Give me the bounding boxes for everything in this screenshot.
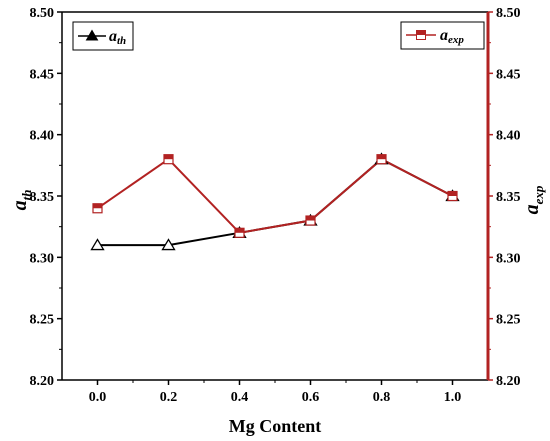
x-tick-label: 1.0 xyxy=(444,390,462,405)
legend-right-marker-fill xyxy=(416,30,426,35)
y-axis-right: 8.20 8.25 8.30 8.35 8.40 8.45 8.50 xyxy=(488,6,521,389)
y-right-tick-label: 8.25 xyxy=(496,313,521,328)
y-left-tick-label: 8.40 xyxy=(30,129,55,144)
y-left-title-sub: th xyxy=(19,190,34,201)
series-a-th-point xyxy=(90,238,105,251)
y-right-tick-label: 8.40 xyxy=(496,129,521,144)
series-a-exp-point-fill xyxy=(306,216,315,221)
x-tick-label: 0.2 xyxy=(160,390,178,405)
y-right-tick-label: 8.45 xyxy=(496,67,521,82)
y-left-tick-label: 8.35 xyxy=(30,190,55,205)
legend-left: ath xyxy=(72,21,134,51)
y-left-title-base: a xyxy=(9,200,31,210)
y-left-tick-label: 8.50 xyxy=(30,6,55,21)
x-tick-label: 0.8 xyxy=(373,390,391,405)
x-axis: 0.0 0.2 0.4 0.6 0.8 1.0 xyxy=(89,380,462,405)
series-a-exp-point-fill xyxy=(235,228,244,233)
y-right-title-sub: exp xyxy=(531,185,546,204)
y-right-axis-title: aexp xyxy=(521,185,546,214)
x-tick-label: 0.4 xyxy=(231,390,249,405)
y-right-tick-label: 8.30 xyxy=(496,251,521,266)
y-left-tick-label: 8.30 xyxy=(30,251,55,266)
legend-right-label: aexp xyxy=(440,27,464,46)
legend-right: aexp xyxy=(400,21,485,50)
series-a-exp-point-fill xyxy=(448,191,457,196)
legend-left-label: ath xyxy=(109,28,126,47)
x-axis-title: Mg Content xyxy=(229,416,322,436)
y-right-tick-label: 8.20 xyxy=(496,374,521,389)
y-axis-left: 8.20 8.25 8.30 8.35 8.40 8.45 8.50 xyxy=(30,6,62,389)
series-a-exp-point-fill xyxy=(93,203,102,209)
y-right-tick-label: 8.50 xyxy=(496,6,521,21)
y-left-tick-label: 8.25 xyxy=(30,313,55,328)
series-a-exp-line xyxy=(96,157,453,234)
y-left-tick-label: 8.45 xyxy=(30,67,55,82)
series-a-exp-point-fill xyxy=(377,154,386,160)
x-tick-label: 0.6 xyxy=(302,390,320,405)
y-left-axis-title: ath xyxy=(9,190,34,211)
series-a-exp-point-fill xyxy=(164,154,173,160)
legend-left-marker xyxy=(85,29,99,41)
plot-frame xyxy=(61,11,490,381)
y-right-title-base: a xyxy=(521,204,543,214)
x-tick-label: 0.0 xyxy=(89,390,107,405)
series-layer xyxy=(90,152,460,251)
y-left-tick-label: 8.20 xyxy=(30,374,55,389)
y-right-tick-label: 8.35 xyxy=(496,190,521,205)
series-a-th-point xyxy=(161,238,176,251)
